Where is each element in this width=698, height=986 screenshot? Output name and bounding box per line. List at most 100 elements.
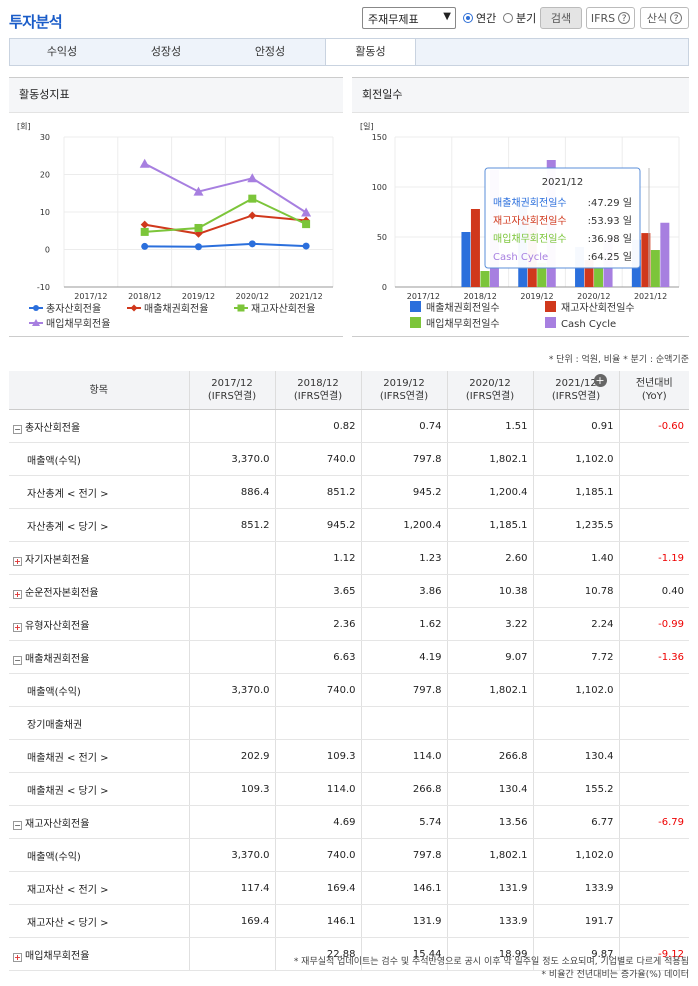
expand-icon[interactable]: + bbox=[13, 589, 22, 599]
value-cell: 7.72 bbox=[532, 640, 619, 674]
collapse-icon[interactable]: − bbox=[13, 655, 22, 665]
value-cell: 1,235.5 bbox=[532, 508, 619, 542]
x-tick-label: 2021/12 bbox=[289, 292, 322, 301]
row-label-cell: 매출액(수익) bbox=[9, 442, 189, 476]
value-cell: 131.9 bbox=[360, 904, 447, 938]
value-cell: 9.87 bbox=[532, 937, 619, 971]
value-cell: 202.9 bbox=[188, 739, 275, 773]
row-label-cell[interactable]: + 순운전자본회전율 bbox=[9, 574, 189, 608]
value-cell: 6.77 bbox=[532, 805, 619, 839]
value-cell: 3.86 bbox=[360, 574, 447, 608]
value-cell: 797.8 bbox=[360, 838, 447, 872]
value-cell: 3,370.0 bbox=[188, 442, 275, 476]
header-line2: (IFRS연결) bbox=[379, 391, 429, 402]
collapse-icon[interactable]: − bbox=[13, 424, 22, 434]
row-label: 자산총계 < 전기 > bbox=[27, 488, 109, 500]
tooltip-value: :47.29 일 bbox=[588, 197, 632, 209]
table-row: 장기매출채권 bbox=[9, 706, 689, 740]
value-cell: 797.8 bbox=[360, 442, 447, 476]
value-cell: 169.4 bbox=[274, 871, 361, 905]
add-column-icon[interactable]: + bbox=[593, 374, 607, 387]
row-label-cell[interactable]: − 재고자산회전율 bbox=[9, 805, 189, 839]
row-label-cell: 재고자산 < 전기 > bbox=[9, 871, 189, 905]
value-cell: 133.9 bbox=[532, 871, 619, 905]
radio-annual-label: 연간 bbox=[476, 12, 497, 25]
y-tick-label: 0 bbox=[382, 283, 387, 292]
data-point bbox=[140, 227, 149, 236]
row-label: 매출액(수익) bbox=[27, 851, 81, 863]
radio-quarter-label: 분기 bbox=[516, 12, 537, 25]
row-label-cell[interactable]: + 자기자본회전율 bbox=[9, 541, 189, 575]
chevron-down-icon: ▼ bbox=[443, 11, 451, 22]
value-cell: 5.74 bbox=[360, 805, 447, 839]
yoy-cell bbox=[618, 442, 689, 476]
turnover-days-header: 회전일수 bbox=[352, 78, 689, 113]
table-row: 매출채권 < 당기 > 109.3 114.0 266.8 130.4 155.2 bbox=[9, 772, 689, 806]
search-button[interactable]: 검색 bbox=[540, 7, 582, 29]
expand-icon[interactable]: + bbox=[13, 556, 22, 566]
value-cell: 13.56 bbox=[446, 805, 533, 839]
value-cell bbox=[360, 706, 447, 740]
value-cell: 1,200.4 bbox=[360, 508, 447, 542]
value-cell: 1,185.1 bbox=[446, 508, 533, 542]
activity-ratio-chart: [회] -10 0 10 20 30 2017/12 2018/12 2019/12 2020/1… bbox=[17, 122, 334, 330]
bar bbox=[461, 232, 471, 287]
header-yoy: 전년대비 (YoY) bbox=[618, 371, 689, 410]
tab-growth[interactable]: 성장성 bbox=[150, 45, 182, 58]
row-label-cell[interactable]: − 매출채권회전율 bbox=[9, 640, 189, 674]
value-cell bbox=[188, 706, 275, 740]
value-cell: 3,370.0 bbox=[188, 838, 275, 872]
formula-help-button[interactable]: 산식 ? bbox=[640, 7, 689, 29]
tooltip-label: Cash Cycle bbox=[493, 252, 548, 263]
legend-label: 매입채무회전일수 bbox=[426, 317, 500, 330]
data-point bbox=[302, 242, 310, 250]
footer-note-1: * 재무실적 업데이트는 검수 및 주석반영으로 공시 이후 약 일주일 정도 … bbox=[293, 957, 689, 967]
tooltip-title: 2021/12 bbox=[542, 177, 584, 188]
value-cell: 740.0 bbox=[274, 673, 361, 707]
radio-annual[interactable]: 연간 bbox=[463, 10, 496, 26]
table-row: 자산총계 < 당기 > 851.2 945.2 1,200.4 1,185.1 1,235… bbox=[9, 508, 689, 542]
tooltip-label: 매출채권회전일수 bbox=[493, 197, 567, 209]
value-cell: 945.2 bbox=[360, 475, 447, 509]
collapse-icon[interactable]: − bbox=[13, 820, 22, 830]
tab-stability[interactable]: 안정성 bbox=[254, 45, 286, 58]
row-label: 재고자산회전율 bbox=[25, 818, 90, 830]
value-cell bbox=[274, 706, 361, 740]
value-cell: 114.0 bbox=[360, 739, 447, 773]
tooltip-value: :53.93 일 bbox=[588, 215, 632, 227]
row-label-cell[interactable]: + 유형자산회전율 bbox=[9, 607, 189, 641]
value-cell bbox=[188, 574, 275, 608]
y-tick-label: 50 bbox=[377, 233, 387, 242]
y-tick-label: 150 bbox=[372, 133, 387, 142]
question-icon: ? bbox=[670, 12, 683, 24]
statement-type-select[interactable]: 주재무제표 ▼ bbox=[362, 7, 456, 29]
value-cell: 146.1 bbox=[274, 904, 361, 938]
value-cell: 3.22 bbox=[446, 607, 533, 641]
row-label-cell[interactable]: + 매입채무회전율 bbox=[9, 937, 189, 971]
data-point bbox=[302, 220, 311, 229]
row-label: 유형자산회전율 bbox=[25, 620, 90, 632]
bar bbox=[594, 268, 604, 287]
value-cell: 4.69 bbox=[274, 805, 361, 839]
row-label: 매출액(수익) bbox=[27, 686, 81, 698]
bar bbox=[650, 250, 660, 287]
tab-profitability[interactable]: 수익성 bbox=[46, 45, 78, 58]
expand-icon[interactable]: + bbox=[13, 952, 22, 962]
header-line1: 2021/12 bbox=[555, 378, 597, 389]
radio-quarter[interactable]: 분기 bbox=[503, 10, 536, 26]
y-axis-unit: [일] bbox=[360, 122, 374, 131]
yoy-cell: -6.79 bbox=[618, 805, 689, 839]
value-cell: 1,200.4 bbox=[446, 475, 533, 509]
value-cell: 886.4 bbox=[188, 475, 275, 509]
expand-icon[interactable]: + bbox=[13, 622, 22, 632]
yoy-cell: 0.40 bbox=[618, 574, 689, 608]
row-label-cell[interactable]: − 총자산회전율 bbox=[9, 409, 189, 443]
series-line bbox=[144, 197, 307, 233]
tab-activity[interactable]: 활동성 bbox=[325, 38, 416, 65]
yoy-cell: -9.12 bbox=[618, 937, 689, 971]
row-label-cell: 자산총계 < 당기 > bbox=[9, 508, 189, 542]
value-cell: 1,802.1 bbox=[446, 673, 533, 707]
value-cell: 0.74 bbox=[360, 409, 447, 443]
value-cell: 266.8 bbox=[446, 739, 533, 773]
ifrs-help-button[interactable]: IFRS ? bbox=[586, 7, 635, 29]
